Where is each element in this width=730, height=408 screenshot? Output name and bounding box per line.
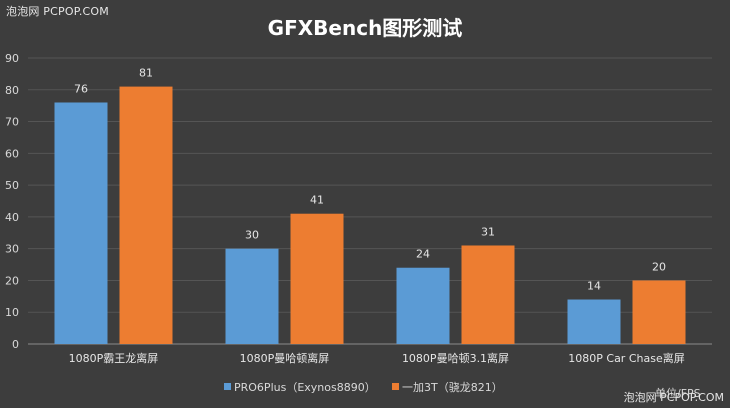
bar-value-label: 14 bbox=[587, 280, 601, 293]
x-tick-labels: 1080P霸王龙离屏 1080P曼哈顿离屏 1080P曼哈顿3.1离屏 1080P C… bbox=[69, 351, 685, 365]
y-tick-label: 0 bbox=[12, 338, 19, 351]
y-tick-label: 10 bbox=[5, 306, 19, 319]
y-tick-label: 20 bbox=[5, 274, 19, 287]
y-tick-labels: 0 10 20 30 40 50 60 70 80 90 bbox=[5, 52, 19, 351]
bar bbox=[290, 213, 344, 344]
bar-value-label: 20 bbox=[652, 260, 666, 273]
watermark-top: 泡泡网 PCPOP.COM bbox=[6, 5, 109, 18]
bar bbox=[54, 102, 108, 344]
bar-value-label: 24 bbox=[416, 248, 430, 261]
x-tick-label: 1080P霸王龙离屏 bbox=[69, 351, 159, 365]
bar-value-label: 76 bbox=[74, 82, 88, 95]
bar-value-label: 41 bbox=[310, 194, 324, 207]
legend-swatch bbox=[392, 383, 399, 390]
bar bbox=[461, 245, 515, 344]
bar bbox=[632, 280, 686, 344]
bar-value-label: 30 bbox=[245, 229, 259, 242]
bar bbox=[119, 86, 173, 344]
watermark-bottom: 泡泡网 PCPOP.COM bbox=[623, 391, 724, 404]
bars bbox=[54, 86, 686, 344]
y-tick-label: 80 bbox=[5, 84, 19, 97]
bar-value-label: 31 bbox=[481, 225, 495, 238]
legend-swatch bbox=[224, 383, 231, 390]
y-tick-label: 50 bbox=[5, 179, 19, 192]
y-tick-label: 90 bbox=[5, 52, 19, 65]
x-tick-label: 1080P Car Chase离屏 bbox=[568, 351, 684, 365]
chart-title: GFXBench图形测试 bbox=[267, 16, 463, 40]
bar bbox=[225, 248, 279, 344]
y-tick-label: 60 bbox=[5, 147, 19, 160]
bar-value-label: 81 bbox=[139, 67, 153, 80]
bar-value-labels: 76 81 30 41 24 31 14 20 bbox=[74, 67, 666, 293]
y-tick-label: 30 bbox=[5, 243, 19, 256]
x-tick-label: 1080P曼哈顿离屏 bbox=[240, 351, 330, 365]
unit-note: 单位/FPS bbox=[655, 386, 701, 400]
bar bbox=[396, 267, 450, 344]
x-tick-label: 1080P曼哈顿3.1离屏 bbox=[402, 351, 509, 365]
legend-label: PRO6Plus（Exynos8890） bbox=[234, 381, 376, 394]
y-tick-label: 40 bbox=[5, 211, 19, 224]
legend-label: 一加3T（骁龙821） bbox=[402, 380, 503, 394]
bar bbox=[567, 299, 621, 344]
y-tick-label: 70 bbox=[5, 116, 19, 129]
legend: PRO6Plus（Exynos8890） 一加3T（骁龙821） bbox=[224, 380, 503, 394]
